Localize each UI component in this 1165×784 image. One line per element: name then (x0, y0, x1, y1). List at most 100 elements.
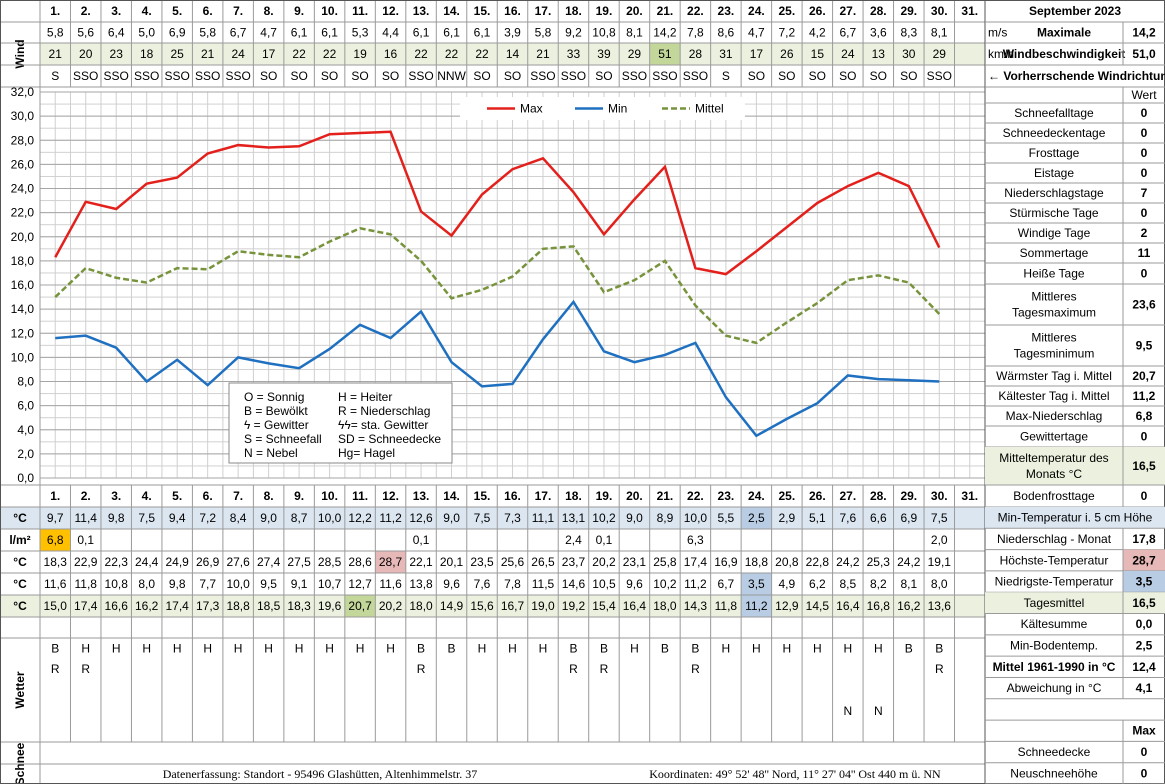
y-tick-label: 16,0 (11, 278, 35, 292)
row-value: 9,8 (169, 577, 186, 591)
wind-ms: 8,1 (931, 26, 948, 40)
row-value: 22,8 (806, 555, 830, 569)
wind-kmh-band (40, 43, 985, 65)
wind-kmh: 29 (933, 47, 947, 61)
row-value: 12,6 (409, 511, 433, 525)
key-entry: ϟϟ= sta. Gewitter (338, 418, 428, 432)
row-value: 20,2 (592, 555, 616, 569)
row-value: 11,8 (74, 577, 97, 591)
row-value: 27,5 (287, 555, 311, 569)
wind-ms: 6,9 (169, 26, 186, 40)
weather-code: B (600, 641, 608, 655)
weather-code: H (722, 641, 731, 655)
stat-label: Abweichung in °C (1007, 681, 1102, 695)
wind-dir: SSO (165, 69, 190, 83)
day-label: 6. (203, 4, 213, 18)
row-value: 9,1 (291, 577, 308, 591)
weather-code: B (417, 641, 425, 655)
wind-ms: 4,7 (260, 26, 277, 40)
row-value: 9,4 (169, 511, 186, 525)
row-value: 22,3 (105, 555, 129, 569)
weather-code: H (386, 641, 395, 655)
wind-ms: 7,8 (687, 26, 704, 40)
row-value: 8,0 (931, 577, 948, 591)
day-label: 29. (900, 489, 917, 503)
wind-dir: SO (351, 69, 368, 83)
wind-kmh: 22 (475, 47, 489, 61)
weather-code: H (874, 641, 883, 655)
row-value: 18,8 (745, 555, 769, 569)
wind-dir: SO (595, 69, 612, 83)
day-label: 11. (352, 4, 368, 18)
y-tick-label: 32,0 (11, 85, 35, 99)
day-label: 27. (839, 489, 856, 503)
stat-label: Monats °C (1026, 467, 1082, 481)
stat-label: Kältesumme (1021, 617, 1088, 631)
stat-label: Mittleres (1031, 290, 1076, 304)
wind-dir: SSO (683, 69, 708, 83)
row-value: 17,4 (684, 555, 708, 569)
row-value: 10,7 (318, 577, 342, 591)
row-value: 20,7 (348, 599, 372, 613)
row-value: 9,8 (108, 511, 125, 525)
row-band (985, 447, 1165, 485)
wind-dir: SSO (408, 69, 433, 83)
wind-dir: SO (260, 69, 277, 83)
value-band (1123, 549, 1165, 571)
stat-value: 17,8 (1132, 532, 1156, 546)
stat-label: Eistage (1034, 166, 1074, 180)
wind-kmh: 51 (658, 47, 672, 61)
row-value: 27,4 (257, 555, 281, 569)
row-value: 24,9 (165, 555, 189, 569)
wind-dir-note: ← Vorherrschende Windrichtung (988, 69, 1165, 83)
wind-ms: 4,7 (748, 26, 765, 40)
row-value: 11,4 (74, 511, 97, 525)
day-label: 3. (111, 489, 121, 503)
weather-code: H (234, 641, 243, 655)
day-label: 29. (900, 4, 917, 18)
row-value: 13,1 (562, 511, 586, 525)
row-value: 8,5 (839, 577, 856, 591)
stat-label: Mittleres (1031, 331, 1076, 345)
stat-value: 0 (1141, 106, 1148, 120)
row-value: 23,1 (623, 555, 647, 569)
day-label: 9. (294, 4, 304, 18)
row-value: 7,8 (504, 577, 521, 591)
row-unit: l/m² (9, 533, 30, 547)
day-label: 25. (779, 489, 796, 503)
row-value: 18,3 (44, 555, 68, 569)
row-value: 7,3 (504, 511, 521, 525)
row-value: 17,3 (196, 599, 220, 613)
row-value: 4,9 (779, 577, 796, 591)
row-value: 26,5 (531, 555, 555, 569)
wind-ms: 8,3 (900, 26, 917, 40)
stat-value: 2 (1141, 226, 1148, 240)
wind-kmh: 21 (49, 47, 63, 61)
weather-code: B (448, 641, 456, 655)
key-box (228, 382, 453, 464)
key-entry: R = Niederschlag (338, 404, 430, 418)
wind-kmh: 30 (902, 47, 916, 61)
y-tick-label: 20,0 (11, 230, 35, 244)
day-label: 2. (81, 489, 91, 503)
day-label: 22. (687, 4, 704, 18)
day-label: 15. (474, 4, 491, 18)
row-value: 6,6 (870, 511, 887, 525)
y-tick-label: 30,0 (11, 109, 35, 123)
y-tick-label: 4,0 (17, 423, 34, 437)
day-label: 1. (50, 4, 60, 18)
highlight-cell (344, 595, 376, 617)
row-unit: °C (13, 555, 27, 569)
row-value: 3,5 (748, 577, 765, 591)
row-value: 8,0 (138, 577, 155, 591)
wind-kmh: 22 (445, 47, 459, 61)
wind-kmh: 24 (231, 47, 245, 61)
wind-dir: SO (778, 69, 795, 83)
row-band (985, 507, 1165, 529)
row-value: 12,9 (775, 599, 799, 613)
stat-label: Schneedeckentage (1003, 126, 1106, 140)
wind-kmh: 26 (780, 47, 794, 61)
wind-dir: SSO (530, 69, 555, 83)
weather-code: B (905, 641, 913, 655)
row-value: 8,9 (657, 511, 674, 525)
